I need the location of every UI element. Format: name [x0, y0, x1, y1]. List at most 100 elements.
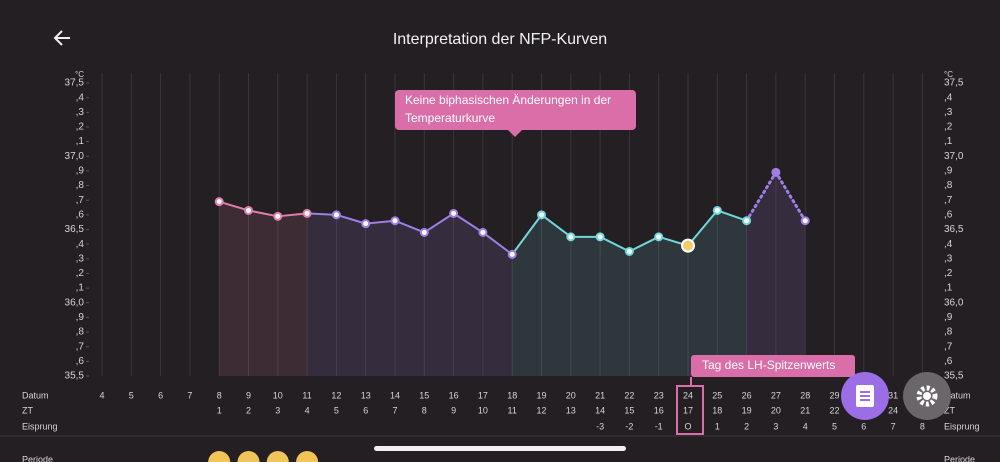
- y-tick-label: ,7: [944, 195, 953, 206]
- y-tick-label: ,1: [76, 136, 85, 147]
- date-label: 7: [187, 390, 192, 400]
- eisprung-label: 6: [861, 421, 866, 431]
- point: [681, 238, 695, 253]
- row-label: ZT: [22, 405, 33, 415]
- row-label: Eisprung: [22, 421, 58, 431]
- date-label: 24: [683, 390, 693, 400]
- eisprung-label: 8: [920, 421, 925, 431]
- zt-label: 3: [275, 405, 280, 415]
- line-segment: [687, 209, 719, 247]
- y-tick-label: ,8: [944, 180, 953, 191]
- home-indicator: [374, 446, 626, 451]
- date-label: 13: [361, 390, 371, 400]
- area: [600, 236, 630, 376]
- row-label: Periode: [22, 454, 53, 462]
- point: [244, 205, 253, 215]
- eisprung-label: -2: [625, 421, 633, 431]
- y-tick-label: 36,0: [65, 297, 85, 308]
- date-label: 20: [566, 390, 576, 400]
- line-segment: [218, 200, 249, 212]
- zt-label: 20: [771, 405, 781, 415]
- zt-label: 13: [566, 405, 576, 415]
- line-segment: [423, 212, 455, 234]
- zt-label: 19: [742, 405, 752, 415]
- y-tick-label: ,7: [76, 341, 85, 352]
- point: [361, 219, 371, 229]
- zt-label: 11: [508, 405, 517, 415]
- y-tick-label: 36,0: [944, 297, 964, 308]
- zt-label: 18: [712, 405, 722, 415]
- y-tick-label: ,8: [76, 327, 85, 338]
- area: [219, 201, 249, 376]
- mood-emoji: [237, 451, 260, 462]
- highlight-box: [676, 385, 704, 435]
- area: [277, 213, 308, 376]
- y-tick-label: ,7: [944, 341, 953, 352]
- point: [331, 210, 341, 220]
- point: [800, 216, 810, 226]
- unit-label: °C: [944, 70, 953, 79]
- line-segment: [307, 212, 337, 216]
- zt-label: 16: [654, 405, 664, 415]
- point: [419, 227, 429, 237]
- date-label: 29: [829, 390, 839, 400]
- line-segment: [628, 235, 660, 253]
- y-tick-label: ,2: [76, 268, 85, 279]
- notes-icon-lines: [860, 391, 870, 401]
- row-label: Periode: [944, 454, 975, 462]
- date-label: 6: [158, 390, 163, 400]
- area: [248, 210, 278, 376]
- callout-box: [395, 90, 636, 130]
- point: [478, 227, 488, 237]
- date-label: 9: [246, 390, 251, 400]
- line-segment: [774, 170, 807, 223]
- date-label: 5: [129, 390, 134, 400]
- callout-text: Tag des LH-Spitzenwerts: [702, 358, 835, 372]
- unit-label: °C: [75, 70, 84, 79]
- callout-text: Keine biphasischen Änderungen in der Temp…: [405, 93, 611, 125]
- line-segment: [716, 209, 747, 222]
- area: [307, 213, 337, 376]
- y-tick-label: 35,5: [65, 371, 85, 382]
- area: [541, 214, 571, 376]
- line-segment: [599, 235, 630, 253]
- area: [688, 210, 718, 376]
- mood-emoji: [208, 451, 231, 462]
- y-tick-label: ,4: [76, 92, 85, 103]
- page-title: Interpretation der NFP-Kurven: [393, 31, 607, 48]
- y-tick-label: ,3: [944, 107, 953, 118]
- zt-label: 10: [478, 405, 488, 415]
- zt-label: 1: [217, 405, 222, 415]
- point: [507, 249, 517, 259]
- date-label: 28: [800, 390, 810, 400]
- y-tick-label: 37,5: [65, 78, 85, 89]
- y-tick-label: ,4: [944, 239, 953, 250]
- y-tick-label: ,1: [76, 283, 85, 294]
- line-segment: [745, 170, 778, 223]
- point: [566, 232, 576, 242]
- zt-label: 17: [683, 405, 693, 415]
- area: [365, 220, 395, 376]
- zt-label: 9: [451, 405, 456, 415]
- zt-label: 14: [595, 405, 605, 415]
- settings-icon-center: [923, 392, 931, 400]
- back-button[interactable]: [53, 30, 70, 46]
- eisprung-label: 2: [744, 421, 749, 431]
- eisprung-label: 7: [891, 421, 896, 431]
- date-label: 15: [419, 390, 429, 400]
- date-label: 16: [449, 390, 459, 400]
- point: [654, 232, 664, 242]
- y-tick-label: ,6: [76, 209, 85, 220]
- y-tick-label: ,9: [76, 166, 85, 177]
- line-segment: [482, 231, 513, 256]
- eisprung-label: 3: [773, 421, 778, 431]
- date-label: 8: [217, 390, 222, 400]
- area: [717, 210, 747, 376]
- point: [390, 216, 400, 226]
- line-segment: [540, 214, 572, 238]
- line-segment: [365, 219, 396, 225]
- eisprung-label: O: [684, 421, 691, 431]
- y-tick-label: ,6: [76, 356, 85, 367]
- point: [273, 211, 283, 221]
- area: [512, 214, 542, 376]
